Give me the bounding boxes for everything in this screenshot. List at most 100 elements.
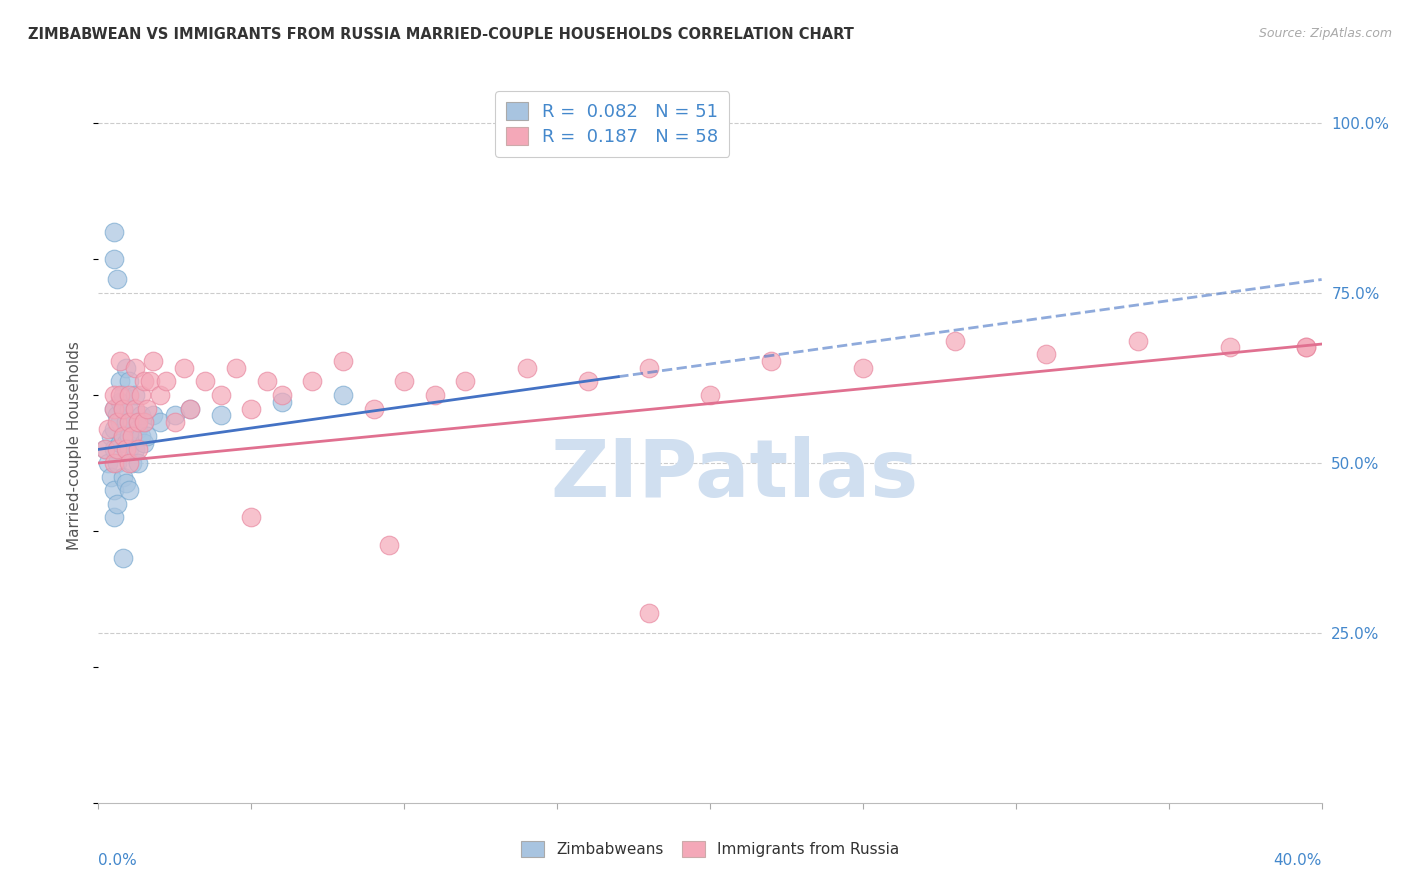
Point [121,429,143,443]
Text: 40.0%: 40.0% [1274,853,1322,868]
Point [105,409,128,423]
Point [108,415,131,429]
Point [134,415,156,429]
Point [155,375,177,389]
Point [516,360,538,375]
Point [97,422,120,436]
Point [1295,341,1317,355]
Point [124,388,146,402]
Point [108,388,131,402]
Point [852,360,875,375]
Point [163,409,186,423]
Point [105,272,128,286]
Point [111,429,134,443]
Point [173,360,195,375]
Point [115,435,138,450]
Point [637,606,661,620]
Point [194,375,217,389]
Point [134,415,156,429]
Point [129,388,152,402]
Point [142,354,165,368]
Point [103,442,125,457]
Text: ZIPatlas: ZIPatlas [550,435,918,514]
Legend: Zimbabweans, Immigrants from Russia: Zimbabweans, Immigrants from Russia [515,835,905,863]
Point [332,354,354,368]
Point [127,456,149,470]
Point [118,375,141,389]
Point [111,401,134,416]
Point [392,375,416,389]
Point [115,415,138,429]
Point [118,442,141,457]
Point [129,409,152,423]
Point [108,394,131,409]
Point [209,409,232,423]
Point [103,456,125,470]
Point [363,401,385,416]
Point [332,388,354,402]
Point [97,456,120,470]
Point [118,401,141,416]
Point [127,422,149,436]
Point [225,360,247,375]
Point [118,429,141,443]
Point [699,388,721,402]
Point [301,375,323,389]
Text: ZIMBABWEAN VS IMMIGRANTS FROM RUSSIA MARRIED-COUPLE HOUSEHOLDS CORRELATION CHART: ZIMBABWEAN VS IMMIGRANTS FROM RUSSIA MAR… [28,27,853,42]
Point [139,375,162,389]
Point [118,388,141,402]
Point [423,388,446,402]
Point [759,354,782,368]
Point [637,360,661,375]
Point [1219,341,1241,355]
Point [121,456,143,470]
Point [103,401,125,416]
Point [124,401,146,416]
Point [124,360,146,375]
Point [93,442,115,457]
Point [111,429,134,443]
Point [270,394,292,409]
Point [115,442,138,457]
Point [136,429,159,443]
Point [270,388,292,402]
Point [1128,334,1150,348]
Point [103,388,125,402]
Point [1295,341,1317,355]
Point [163,415,186,429]
Point [134,375,156,389]
Point [179,401,201,416]
Point [1035,347,1057,361]
Text: 0.0%: 0.0% [98,853,138,868]
Point [576,375,599,389]
Point [111,551,134,566]
Point [105,456,128,470]
Point [100,429,122,443]
Point [103,401,125,416]
Point [454,375,477,389]
Text: Source: ZipAtlas.com: Source: ZipAtlas.com [1258,27,1392,40]
Point [108,375,131,389]
Point [111,388,134,402]
Point [256,375,278,389]
Point [121,415,143,429]
Point [103,252,125,266]
Point [118,456,141,470]
Point [129,429,152,443]
Point [136,401,159,416]
Point [105,497,128,511]
Point [105,442,128,457]
Point [142,409,165,423]
Point [115,476,138,491]
Point [179,401,201,416]
Point [115,360,138,375]
Point [93,442,115,457]
Point [111,401,134,416]
Point [118,483,141,498]
Point [240,401,263,416]
Point [209,388,232,402]
Point [124,442,146,457]
Point [134,435,156,450]
Point [943,334,966,348]
Point [127,415,149,429]
